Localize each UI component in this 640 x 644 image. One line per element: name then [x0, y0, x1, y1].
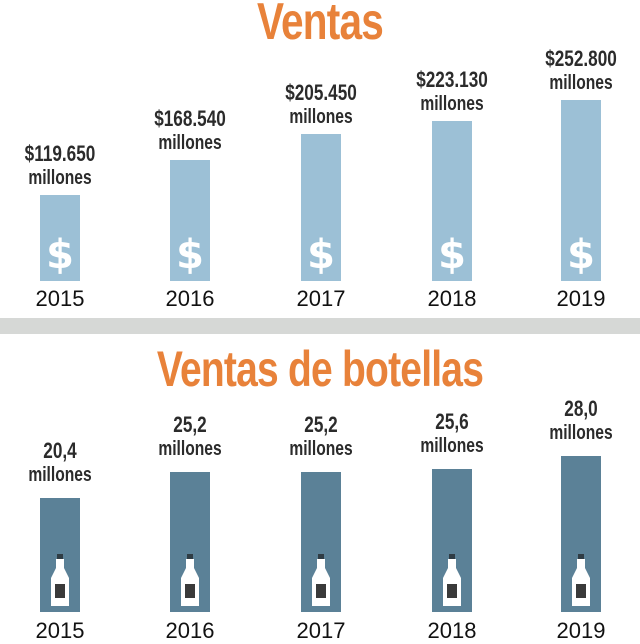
- data-label: 20,4: [43, 438, 77, 464]
- bar: [561, 100, 601, 281]
- x-tick-label: 2016: [165, 286, 215, 311]
- sales-chart-title: Ventas: [256, 0, 384, 51]
- data-label-unit: millones: [158, 132, 222, 155]
- bar: [301, 133, 341, 281]
- bottle-sales-chart: 20,4 millones 2015 25,2 millones 2016 25,2 mill…: [0, 334, 640, 644]
- bottle-icon: [181, 554, 199, 606]
- data-label: $119.650: [24, 141, 96, 167]
- x-tick-label: 2019: [556, 286, 606, 311]
- data-label: $252.800: [545, 46, 617, 71]
- x-tick-label: 2017: [296, 286, 346, 311]
- data-label: 28,0: [564, 396, 598, 421]
- sales-chart: $ $119.650 millones 2015 $ $168.540 millones 20…: [0, 0, 640, 318]
- data-label-unit: millones: [289, 437, 353, 460]
- data-label-unit: millones: [158, 437, 222, 460]
- x-tick-label: 2017: [296, 618, 346, 643]
- x-tick-label: 2015: [35, 286, 85, 311]
- data-label: $223.130: [416, 67, 488, 93]
- x-tick-label: 2019: [556, 618, 606, 643]
- x-tick-label: 2016: [165, 618, 215, 643]
- data-label-unit: millones: [420, 435, 484, 458]
- data-label: 25,6: [435, 409, 469, 435]
- bottle-icon: [443, 554, 461, 606]
- bottle-icon: [51, 554, 69, 606]
- bottle-sales-chart-title: Ventas de botellas: [156, 341, 484, 397]
- data-label-unit: millones: [28, 464, 92, 487]
- bottle-icon: [312, 554, 330, 606]
- bar: [432, 121, 472, 281]
- data-label-unit: millones: [420, 93, 484, 116]
- x-tick-label: 2018: [427, 618, 477, 643]
- data-label: 25,2: [173, 411, 207, 437]
- dollar-icon: $: [46, 232, 74, 278]
- x-tick-label: 2018: [427, 286, 477, 311]
- data-label: 25,2: [304, 411, 338, 437]
- dollar-icon: $: [307, 232, 335, 278]
- data-label: $168.540: [154, 106, 226, 132]
- bar: [170, 160, 210, 281]
- section-divider: [0, 318, 640, 334]
- bar: [40, 195, 80, 281]
- bottle-icon: [572, 554, 590, 606]
- data-label-unit: millones: [289, 105, 353, 128]
- dollar-icon: $: [438, 232, 466, 278]
- data-label-unit: millones: [549, 72, 613, 94]
- x-tick-label: 2015: [35, 618, 85, 643]
- data-label: $205.450: [285, 79, 357, 105]
- dollar-icon: $: [567, 232, 595, 278]
- data-label-unit: millones: [549, 422, 613, 444]
- dollar-icon: $: [176, 232, 204, 278]
- data-label-unit: millones: [28, 167, 92, 190]
